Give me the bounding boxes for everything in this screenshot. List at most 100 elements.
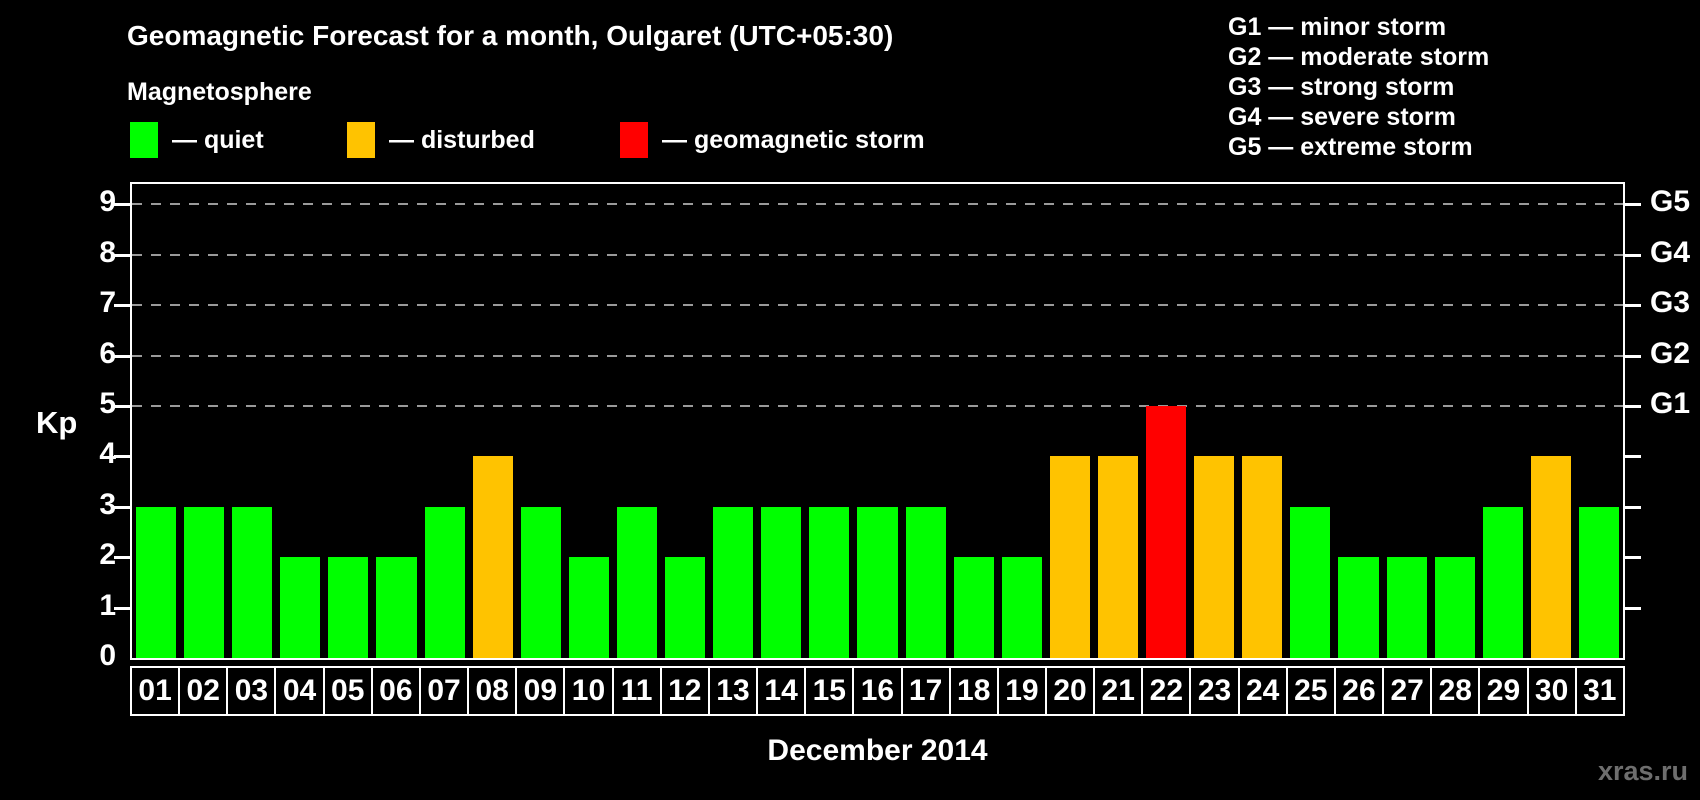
- left-tick-kp1: [114, 606, 130, 610]
- left-tick-kp7: [114, 304, 130, 308]
- day-label-07: 07: [418, 666, 468, 716]
- day-label-14: 14: [756, 666, 805, 716]
- day-label-11: 11: [611, 666, 660, 716]
- left-tick-kp6: [114, 354, 130, 358]
- kp-bar-day-04: [280, 557, 321, 658]
- legend-label-quiet: — quiet: [172, 125, 264, 154]
- legend-item-storm: — geomagnetic storm: [620, 120, 925, 160]
- kp-bar-day-02: [184, 506, 225, 658]
- kp-bar-day-05: [328, 557, 369, 658]
- left-tick-kp2: [114, 556, 130, 560]
- kp-bar-day-17: [905, 506, 946, 658]
- legend-item-quiet: — quiet: [130, 120, 264, 160]
- day-label-01: 01: [130, 666, 179, 716]
- y-axis-tick-label-9: 9: [99, 185, 116, 219]
- right-axis-label-G4: G4: [1650, 235, 1691, 269]
- kp-bar-day-11: [616, 506, 658, 658]
- gridline-kp5: [132, 405, 1623, 407]
- day-label-18: 18: [948, 666, 997, 716]
- day-label-31: 31: [1574, 666, 1625, 716]
- y-axis-tick-label-1: 1: [99, 588, 116, 622]
- chart-title: Geomagnetic Forecast for a month, Oulgar…: [127, 20, 894, 51]
- day-label-30: 30: [1526, 666, 1575, 716]
- kp-bar-day-24: [1242, 456, 1283, 658]
- day-label-23: 23: [1189, 666, 1238, 716]
- day-label-25: 25: [1285, 666, 1334, 716]
- kp-bar-day-28: [1434, 557, 1475, 658]
- y-axis-tick-label-0: 0: [99, 639, 116, 672]
- kp-bar-day-19: [1001, 557, 1042, 658]
- status-legend: — quiet — disturbed — geomagnetic storm: [130, 120, 1030, 160]
- right-tick-kp1: [1625, 606, 1641, 610]
- day-label-03: 03: [226, 666, 275, 716]
- left-tick-kp8: [114, 253, 130, 257]
- kp-bar-day-31: [1578, 506, 1619, 658]
- right-axis-label-G5: G5: [1650, 185, 1691, 219]
- y-axis-tick-label-5: 5: [99, 387, 116, 420]
- kp-bar-day-18: [953, 557, 994, 658]
- kp-bar-day-16: [857, 506, 898, 658]
- y-axis-tick-label-6: 6: [99, 336, 116, 370]
- y-axis-tick-label-2: 2: [99, 538, 116, 572]
- kp-bar-day-29: [1482, 506, 1523, 658]
- right-tick-kp8: [1625, 253, 1641, 257]
- day-label-27: 27: [1382, 666, 1431, 716]
- legend-swatch-quiet: [130, 122, 158, 158]
- kp-bar-day-20: [1049, 456, 1090, 658]
- legend-swatch-disturbed: [347, 122, 375, 158]
- x-axis-title: December 2014: [767, 734, 988, 767]
- legend-swatch-storm: [620, 122, 648, 158]
- magnetosphere-label: Magnetosphere: [127, 78, 312, 106]
- kp-bar-day-01: [136, 506, 177, 658]
- day-label-06: 06: [370, 666, 419, 716]
- x-axis-day-labels: 01 02 03 04 05 06 07 08 09 10 11 12 13 14 15 16 17 18 19 20…: [130, 666, 1625, 716]
- storm-scale-legend: G1 — minor storm G2 — moderate storm G3 — …: [1228, 12, 1489, 162]
- storm-scale-line-G4: G4 — severe storm: [1228, 103, 1456, 131]
- y-axis-tick-label-8: 8: [99, 235, 116, 269]
- right-tick-kp7: [1625, 304, 1641, 308]
- kp-bar-day-21: [1097, 456, 1139, 658]
- kp-bar-day-12: [665, 557, 706, 658]
- kp-bar-day-27: [1386, 557, 1427, 658]
- gridline-kp9: [132, 203, 1623, 206]
- day-label-29: 29: [1478, 666, 1527, 716]
- legend-label-disturbed: — disturbed: [389, 125, 535, 154]
- storm-scale-line-G2: G2 — moderate storm: [1228, 43, 1490, 71]
- day-label-02: 02: [178, 666, 227, 716]
- day-label-21: 21: [1093, 666, 1142, 716]
- left-tick-kp4: [114, 455, 130, 459]
- day-label-22: 22: [1141, 666, 1190, 716]
- day-label-10: 10: [563, 666, 612, 716]
- gridline-kp7: [132, 304, 1623, 307]
- left-tick-kp9: [114, 203, 130, 207]
- day-label-04: 04: [274, 666, 323, 716]
- kp-bar-day-23: [1194, 456, 1235, 658]
- left-tick-kp5: [114, 405, 130, 408]
- day-label-09: 09: [515, 666, 564, 716]
- y-axis-tick-label-3: 3: [99, 487, 116, 521]
- day-label-26: 26: [1333, 666, 1383, 716]
- right-tick-kp5: [1625, 405, 1641, 408]
- kp-bar-day-25: [1290, 506, 1331, 658]
- plot-area: [130, 182, 1625, 660]
- legend-label-storm: — geomagnetic storm: [662, 125, 925, 154]
- right-axis-label-G2: G2: [1650, 336, 1691, 370]
- kp-bar-day-03: [232, 506, 273, 658]
- storm-scale-line-G3: G3 — strong storm: [1228, 73, 1455, 101]
- kp-bar-day-22: [1146, 406, 1187, 658]
- right-tick-kp4: [1625, 455, 1641, 459]
- day-label-13: 13: [707, 666, 757, 716]
- kp-bar-day-26: [1338, 557, 1379, 658]
- day-label-24: 24: [1237, 666, 1286, 716]
- kp-bar-day-14: [761, 506, 802, 658]
- right-tick-kp6: [1625, 354, 1641, 358]
- kp-bar-day-09: [520, 506, 561, 658]
- day-label-12: 12: [659, 666, 708, 716]
- gridline-kp6: [132, 354, 1623, 357]
- day-label-19: 19: [996, 666, 1045, 716]
- day-label-05: 05: [322, 666, 371, 716]
- kp-bar-day-30: [1530, 456, 1571, 658]
- kp-bar-day-15: [809, 506, 850, 658]
- legend-item-disturbed: — disturbed: [347, 120, 535, 160]
